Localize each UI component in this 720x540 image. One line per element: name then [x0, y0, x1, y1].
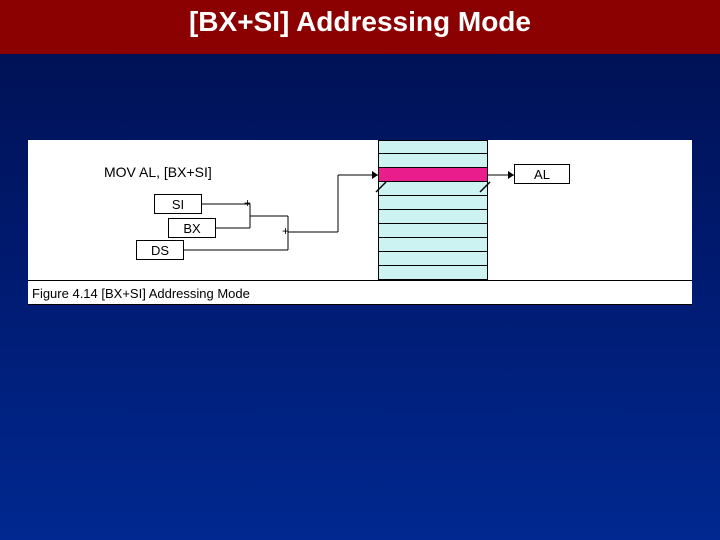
page-title: [BX+SI] Addressing Mode — [0, 6, 720, 38]
mem-cell — [378, 210, 488, 224]
mem-cell — [378, 238, 488, 252]
al-label: AL — [534, 167, 550, 182]
diagram-area: MOV AL, [BX+SI] SI BX DS AL — [28, 140, 692, 305]
mem-cell — [378, 196, 488, 210]
instruction-label: MOV AL, [BX+SI] — [104, 164, 212, 180]
mem-cell — [378, 252, 488, 266]
mem-cell — [378, 224, 488, 238]
mem-cell-highlight — [378, 168, 488, 182]
si-label: SI — [172, 197, 184, 212]
plus-icon: + — [244, 196, 251, 210]
mem-cell — [378, 182, 488, 196]
figure-caption: Figure 4.14 [BX+SI] Addressing Mode — [32, 286, 250, 301]
si-register-box: SI — [154, 194, 202, 214]
ds-register-box: DS — [136, 240, 184, 260]
mem-cell — [378, 266, 488, 280]
plus-icon: + — [282, 224, 289, 238]
al-register-box: AL — [514, 164, 570, 184]
ds-label: DS — [151, 243, 169, 258]
bx-register-box: BX — [168, 218, 216, 238]
bx-label: BX — [183, 221, 200, 236]
bottom-divider — [28, 304, 692, 305]
caption-divider — [28, 280, 692, 281]
mem-cell — [378, 154, 488, 168]
memory-stack — [378, 140, 488, 280]
mem-cell — [378, 140, 488, 154]
